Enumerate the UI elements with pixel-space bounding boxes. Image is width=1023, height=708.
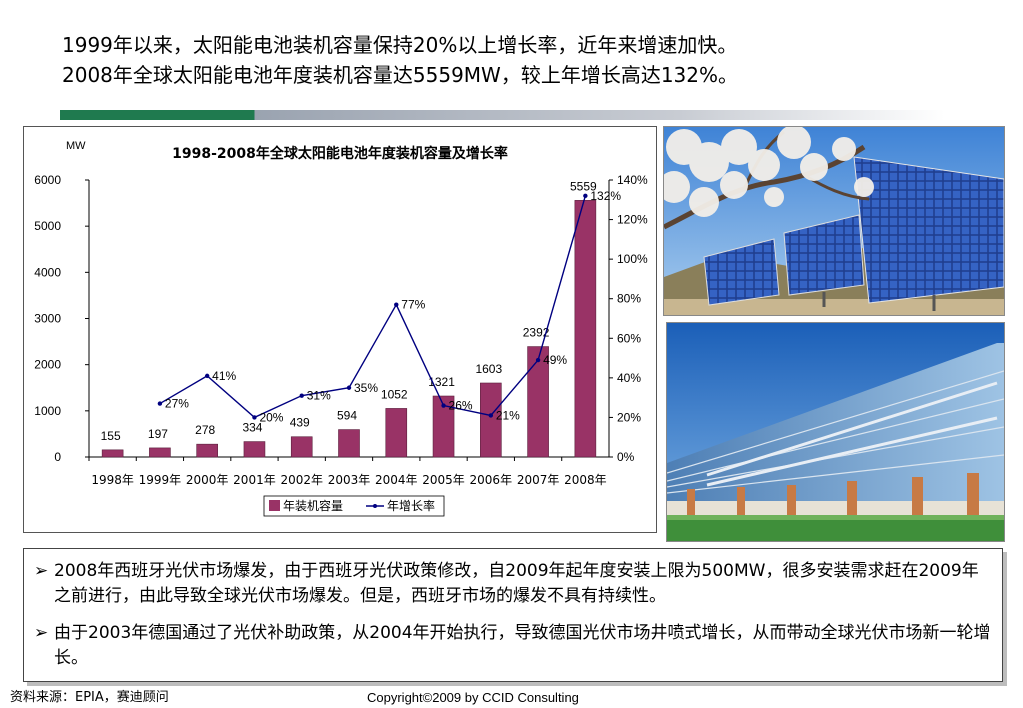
chart-title: 1998-2008年全球太阳能电池年度装机容量及增长率 xyxy=(172,145,508,162)
note-item: ➢ 由于2003年德国通过了光伏补助政策，从2004年开始执行，导致德国光伏市场… xyxy=(34,621,994,671)
bar xyxy=(196,443,218,458)
legend-line-marker xyxy=(373,504,377,508)
bar-data-label: 155 xyxy=(101,429,121,443)
bar-data-label: 1052 xyxy=(381,387,408,401)
note-text: 2008年西班牙光伏市场爆发，由于西班牙光伏政策修改，自2009年起年度安装上限… xyxy=(54,561,979,606)
bar xyxy=(574,200,597,458)
y2-tick-label: 60% xyxy=(617,331,641,345)
headline-line-2: 2008年全球太阳能电池年度装机容量达5559MW，较上年增长高达132%。 xyxy=(62,63,739,87)
x-tick-label: 2004年 xyxy=(375,473,418,487)
growth-rate-label: 77% xyxy=(401,298,425,312)
bar-data-label: 1603 xyxy=(475,362,502,376)
growth-rate-line xyxy=(159,195,587,419)
x-tick-label: 2008年 xyxy=(564,473,607,487)
combo-chart: 1998-2008年全球太阳能电池年度装机容量及增长率 MW 0 1000 2000 30… xyxy=(34,140,648,517)
y-tick-label: 0 xyxy=(54,450,61,464)
legend-box xyxy=(263,495,445,517)
y-tick-label: 5000 xyxy=(34,219,61,233)
x-tick-label: 1999年 xyxy=(139,473,182,487)
y2-tick-label: 120% xyxy=(617,213,648,227)
growth-rate-point xyxy=(252,415,257,420)
notes-box: ➢ 2008年西班牙光伏市场爆发，由于西班牙光伏政策修改，自2009年起年度安装… xyxy=(23,548,1003,682)
bar-data-label: 278 xyxy=(195,423,215,437)
y-tick-label: 3000 xyxy=(34,312,61,326)
growth-rate-point xyxy=(346,385,352,390)
y2-tick-label: 140% xyxy=(617,173,648,187)
x-tick-label: 1998年 xyxy=(91,473,134,487)
source-note: 资料来源：EPIA，赛迪顾问 xyxy=(10,690,169,705)
y-tick-label: 2000 xyxy=(34,358,61,372)
y2-tick-label: 100% xyxy=(617,252,648,266)
x-tick-label: 2003年 xyxy=(328,473,371,487)
note-item: ➢ 2008年西班牙光伏市场爆发，由于西班牙光伏政策修改，自2009年起年度安装… xyxy=(34,559,994,609)
growth-rate-point xyxy=(394,302,399,307)
growth-rate-point xyxy=(157,401,163,406)
y-tick-label: 4000 xyxy=(34,265,61,279)
y2-tick-label: 40% xyxy=(617,371,641,385)
bar-data-label: 5559 xyxy=(570,179,597,193)
growth-rate-label: 132% xyxy=(590,189,621,203)
bar xyxy=(243,441,266,458)
growth-rate-label: 26% xyxy=(449,399,473,413)
growth-rate-label: 20% xyxy=(259,410,283,424)
x-tick-label: 2005年 xyxy=(422,473,465,487)
growth-rate-label: 31% xyxy=(307,389,331,403)
note-text: 由于2003年德国通过了光伏补助政策，从2004年开始执行，导致德国光伏市场井喷… xyxy=(54,623,991,668)
y2-tick-label: 80% xyxy=(617,292,641,306)
arrow-bullet-icon: ➢ xyxy=(34,561,49,581)
growth-rate-label: 35% xyxy=(354,381,378,395)
growth-rate-point xyxy=(535,357,541,363)
y-tick-label: 6000 xyxy=(34,173,61,187)
bar xyxy=(149,447,171,458)
x-tick-label: 2001年 xyxy=(233,473,276,487)
y2-tick-label: 20% xyxy=(617,410,641,424)
arrow-bullet-icon: ➢ xyxy=(34,623,49,643)
bar xyxy=(480,382,502,458)
growth-rate-point xyxy=(583,193,588,199)
bar-data-label: 2392 xyxy=(523,326,550,340)
bar xyxy=(527,346,549,458)
growth-rate-label: 21% xyxy=(496,408,520,422)
bar xyxy=(338,429,360,458)
headline-line-1: 1999年以来，太阳能电池装机容量保持20%以上增长率，近年来增速加快。 xyxy=(62,33,738,57)
y-tick-label: 1000 xyxy=(34,404,61,418)
growth-rate-point xyxy=(299,393,304,398)
growth-rate-point xyxy=(488,413,494,418)
x-tick-label: 2006年 xyxy=(470,473,513,487)
legend-bar-label: 年装机容量 xyxy=(283,498,343,513)
bar xyxy=(432,395,455,458)
x-tick-label: 2007年 xyxy=(517,473,560,487)
headline: 1999年以来，太阳能电池装机容量保持20%以上增长率，近年来增速加快。 200… xyxy=(62,30,962,90)
legend-line-label: 年增长率 xyxy=(387,498,435,513)
x-tick-label: 2002年 xyxy=(280,473,323,487)
x-tick-label: 2000年 xyxy=(186,473,229,487)
legend-bar-swatch xyxy=(269,500,280,511)
growth-rate-label: 27% xyxy=(165,397,189,411)
bar-data-label: 594 xyxy=(337,409,357,423)
growth-rate-point xyxy=(204,373,210,379)
y2-tick-label: 0% xyxy=(617,450,635,464)
office-building-photo xyxy=(666,322,1005,542)
header-divider xyxy=(60,110,945,120)
copyright-note: Copyright©2009 by CCID Consulting xyxy=(367,690,579,705)
bar-data-label: 1321 xyxy=(428,375,455,389)
solar-panels-photo xyxy=(663,126,1005,316)
growth-rate-point xyxy=(441,403,446,408)
bar-data-label: 439 xyxy=(290,416,310,430)
bar xyxy=(290,436,313,458)
chart-panel: 1998-2008年全球太阳能电池年度装机容量及增长率 MW 0 1000 2000 30… xyxy=(23,126,657,533)
bar xyxy=(101,449,124,458)
growth-rate-label: 49% xyxy=(543,353,567,367)
growth-rate-label: 41% xyxy=(212,369,236,383)
bar xyxy=(385,408,408,458)
y-axis-unit-label: MW xyxy=(66,140,86,152)
bar-data-label: 334 xyxy=(242,421,262,435)
bar-data-label: 197 xyxy=(148,427,168,441)
